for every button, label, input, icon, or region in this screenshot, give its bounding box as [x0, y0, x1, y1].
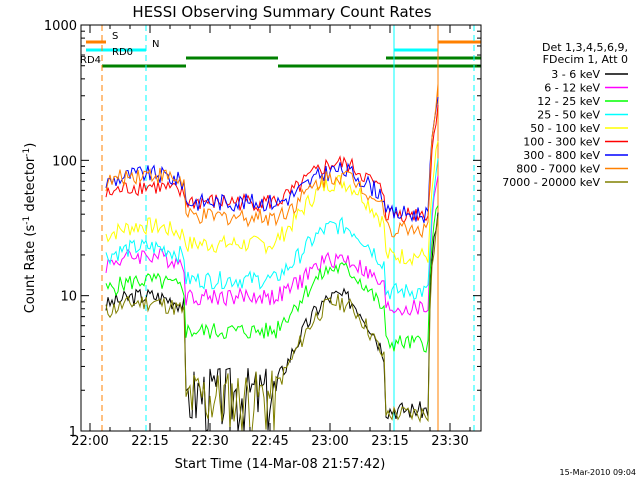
series-lines: [105, 83, 439, 432]
x-tick-label: 23:15: [371, 434, 408, 449]
series-line: [105, 105, 439, 224]
y-axis-label: Count Rate (s-1 detector-1): [22, 143, 38, 314]
timestamp: 15-Mar-2010 09:04: [560, 468, 637, 477]
flag-label: RD4: [80, 55, 101, 66]
chart-title: HESSI Observing Summary Count Rates: [132, 3, 431, 21]
legend-label: 50 - 100 keV: [530, 122, 600, 135]
series-line: [105, 83, 439, 239]
x-axis-label: Start Time (14-Mar-08 21:57:42): [175, 457, 386, 472]
x-tick-label: 22:15: [131, 434, 168, 449]
y-tick-label: 1: [69, 425, 77, 440]
x-axis-ticks: 22:00 22:15 22:30 22:45 23:00 23:15 23:30: [71, 25, 471, 449]
legend-label: 7000 - 20000 keV: [502, 176, 600, 189]
x-tick-label: 23:30: [431, 434, 468, 449]
legend-label: 100 - 300 keV: [523, 136, 600, 149]
legend-label: 300 - 800 keV: [523, 149, 600, 162]
plot-frame: [80, 24, 482, 432]
y-tick-label: 100: [52, 154, 77, 169]
flag-label: RD0: [112, 47, 133, 58]
legend-header-line-1: Det 1,3,4,5,6,9,: [542, 41, 628, 54]
x-tick-label: 22:45: [251, 434, 288, 449]
legend-label: 800 - 7000 keV: [516, 163, 600, 176]
series-line: [105, 158, 439, 301]
legend-label: 3 - 6 keV: [551, 68, 600, 81]
series-line: [105, 212, 439, 432]
series-line: [105, 215, 439, 432]
series-line: [105, 205, 439, 353]
flag-label: S: [112, 31, 118, 42]
series-line: [105, 140, 439, 267]
legend-label: 25 - 50 keV: [537, 109, 600, 122]
legend-label: 6 - 12 keV: [544, 82, 600, 95]
flag-bars: S N RD0 RD4: [80, 31, 481, 68]
flag-label: N: [152, 39, 159, 50]
y-label-sup2: -1: [22, 148, 32, 157]
y-tick-label: 10: [60, 290, 77, 305]
x-tick-label: 22:00: [71, 434, 108, 449]
flag-vertical-lines: [101, 25, 475, 431]
y-label-main: Count Rate (s: [23, 225, 38, 314]
x-tick-label: 22:30: [191, 434, 228, 449]
y-tick-label: 1000: [44, 19, 77, 34]
legend-label: 12 - 25 keV: [537, 95, 600, 108]
y-label-mid: detector: [23, 156, 38, 216]
legend-header-line-2: FDecim 1, Att 0: [543, 53, 628, 66]
y-label-end: ): [23, 143, 38, 148]
x-tick-label: 23:00: [311, 434, 348, 449]
y-label-sup1: -1: [22, 216, 32, 225]
y-axis-ticks: 1 10 100 1000: [44, 19, 481, 440]
